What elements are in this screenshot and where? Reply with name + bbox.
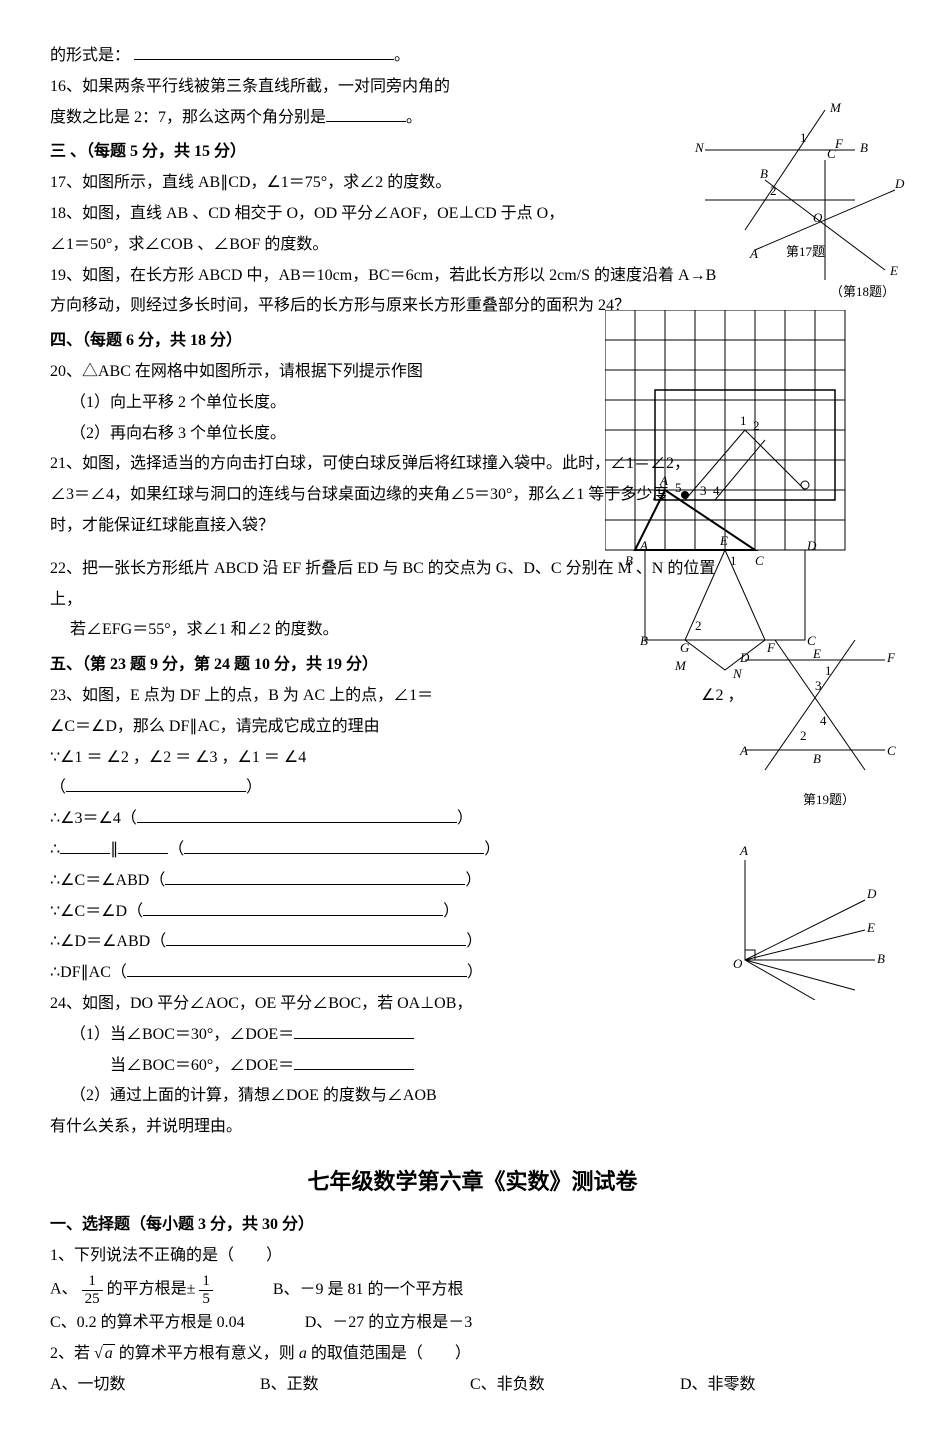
blank-24-1[interactable] [294, 1022, 414, 1039]
cq2-c: C、非负数 [470, 1371, 650, 1400]
line-top-text: 的形式是： [50, 47, 130, 64]
cq2-choices: A、一切数 B、正数 C、非负数 D、非零数 [50, 1371, 895, 1400]
cq1: 1、下列说法不正确的是（ ） [50, 1242, 895, 1271]
q23e: ∴∠3＝∠4（） [50, 805, 895, 834]
q21b: ∠3＝∠4，如果红球与洞口的连线与台球桌面边缘的夹角∠5＝30°，那么∠1 等于… [50, 481, 895, 510]
q23c: ∵∠1 ＝ ∠2 ，∠2 ＝ ∠3 ，∠1 ＝ ∠4 [50, 744, 895, 773]
cq2-a: A、一切数 [50, 1371, 230, 1400]
q24-2b: 有什么关系，并说明理由。 [50, 1113, 895, 1142]
section-5: 五、（第 23 题 9 分，第 24 题 10 分，共 19 分） [50, 651, 895, 680]
cq2-b: B、正数 [260, 1371, 440, 1400]
cq1-d: D、－27 的立方根是－3 [305, 1309, 473, 1338]
blank-23f2[interactable] [118, 837, 168, 854]
blank-23j[interactable] [127, 960, 467, 977]
blank-23e[interactable] [137, 806, 457, 823]
q19: 19、如图，在长方形 ABCD 中，AB＝10cm，BC＝6cm，若此长方形以 … [50, 262, 895, 291]
q23b: ∠C＝∠D，那么 DF∥AC，请完成它成立的理由 [50, 713, 895, 742]
q23g: ∴∠C＝∠ABD（） [50, 867, 895, 896]
cq1-b: B、－9 是 81 的一个平方根 [273, 1276, 464, 1305]
blank-23g[interactable] [165, 868, 465, 885]
q23-line1: 23、如图，E 点为 DF 上的点，B 为 AC 上的点，∠1＝ ∠2 ， [50, 682, 895, 711]
q21: 21、如图，选择适当的方向击打白球，可使白球反弹后将红球撞入袋中。此时，∠1＝∠… [50, 450, 895, 479]
q18: 18、如图，直线 AB 、CD 相交于 O，OD 平分∠AOF，OE⊥CD 于点… [50, 200, 895, 229]
q19b: 方向移动，则经过多长时间，平移后的长方形与原来长方形重叠部分的面积为 24？ [50, 292, 895, 321]
cq1-a-post: 的平方根是± [107, 1281, 196, 1298]
q23d: （） [50, 774, 895, 803]
cq2-d: D、非零数 [680, 1371, 860, 1400]
q21c: 时，才能保证红球能直接入袋？ [50, 512, 895, 541]
line-top: 的形式是： 。 [50, 42, 895, 71]
q24-1b: 当∠BOC＝60°，∠DOE＝ [50, 1052, 895, 1081]
frac-den1: 25 [82, 1291, 103, 1308]
frac-num2: 1 [199, 1273, 213, 1291]
q20: 20、△ABC 在网格中如图所示，请根据下列提示作图 [50, 358, 895, 387]
q22c: 若∠EFG＝55°，求∠1 和∠2 的度数。 [50, 616, 895, 645]
blank-23i[interactable] [166, 929, 466, 946]
q16b: 度数之比是 2：7，那么这两个角分别是。 [50, 104, 895, 133]
frac-den2: 5 [199, 1291, 213, 1308]
blank-23h[interactable] [143, 899, 443, 916]
blank-16[interactable] [326, 105, 406, 122]
blank-23f3[interactable] [184, 837, 484, 854]
frac-num1: 1 [82, 1273, 103, 1291]
q24-2: （2）通过上面的计算，猜想∠DOE 的度数与∠AOB [50, 1082, 895, 1111]
q17: 17、如图所示，直线 AB∥CD，∠1＝75°，求∠2 的度数。 [50, 169, 895, 198]
blank-23d[interactable] [66, 775, 246, 792]
cq1-c: C、0.2 的算术平方根是 0.04 [50, 1309, 245, 1338]
section-choice: 一、选择题（每小题 3 分，共 30 分） [50, 1211, 895, 1240]
section-3: 三 、（每题 5 分，共 15 分） [50, 138, 895, 167]
q23j: ∴DF∥AC（） [50, 959, 895, 988]
cq2: 2、若 √a 的算术平方根有意义，则 a 的取值范围是（ ） [50, 1340, 895, 1369]
blank-top[interactable] [134, 43, 394, 60]
q23-right: ∠2 ， [701, 687, 743, 704]
q22: 22、把一张长方形纸片 ABCD 沿 EF 折叠后 ED 与 BC 的交点为 G… [50, 555, 895, 584]
q23i: ∴∠D＝∠ABD（） [50, 928, 895, 957]
q22b: 上， [50, 586, 895, 615]
q18b: ∠1＝50°，求∠COB 、∠BOF 的度数。 [50, 231, 895, 260]
cq1-row2: C、0.2 的算术平方根是 0.04 D、－27 的立方根是－3 [50, 1309, 895, 1338]
q23h: ∵∠C＝∠D（） [50, 898, 895, 927]
q24-1: （1）当∠BOC＝30°，∠DOE＝ [50, 1021, 895, 1050]
q23-text: 23、如图，E 点为 DF 上的点，B 为 AC 上的点，∠1＝ [50, 687, 433, 704]
section-4: 四、（每题 6 分，共 18 分） [50, 327, 895, 356]
q23f: ∴∥（） [50, 836, 895, 865]
svg-text:D: D [894, 176, 905, 191]
blank-24-1b[interactable] [294, 1053, 414, 1070]
blank-23f1[interactable] [60, 837, 110, 854]
cq1-row1: A、 125 的平方根是± 15 B、－9 是 81 的一个平方根 [50, 1273, 895, 1307]
q16: 16、如果两条平行线被第三条直线所截，一对同旁内角的 [50, 73, 895, 102]
cq1-a-pre: A、 [50, 1281, 78, 1298]
q20-2: （2）再向右移 3 个单位长度。 [50, 420, 895, 449]
chapter-title: 七年级数学第六章《实数》测试卷 [50, 1162, 895, 1202]
q20-1: （1）向上平移 2 个单位长度。 [50, 389, 895, 418]
cq1-a: A、 125 的平方根是± 15 [50, 1273, 213, 1307]
q24: 24、如图，DO 平分∠AOC，OE 平分∠BOC，若 OA⊥OB， [50, 990, 895, 1019]
